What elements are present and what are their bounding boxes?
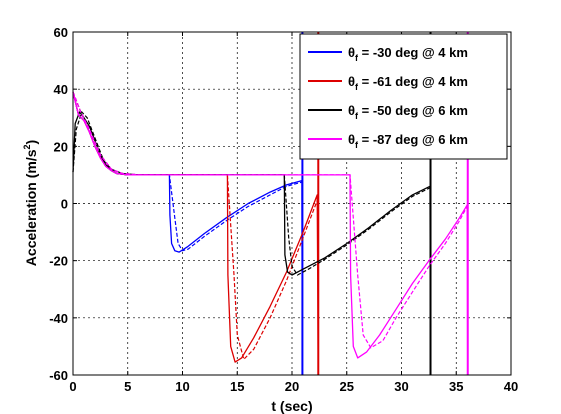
legend-entry-0: θf = -30 deg @ 4 km: [348, 45, 468, 63]
legend-entry-subscript: f: [355, 140, 359, 150]
x-tick-label: 35: [449, 379, 463, 394]
legend-entry-2: θf = -50 deg @ 6 km: [348, 103, 468, 121]
y-tick-label: -60: [49, 368, 68, 383]
series-3-dashed-line: [72, 91, 468, 349]
y-tick-label: 20: [54, 139, 68, 154]
x-tick-label: 15: [230, 379, 244, 394]
x-tick-label: 25: [340, 379, 354, 394]
legend-entry-symbol: θ: [348, 45, 355, 60]
x-tick-label: 40: [504, 379, 518, 394]
y-tick-label: 0: [61, 197, 68, 212]
series-0-dashed-line: [72, 91, 303, 252]
y-axis-label-main: Acceleration (m/s: [23, 149, 39, 266]
legend-entry-symbol: θ: [348, 74, 355, 89]
x-tick-label: 30: [394, 379, 408, 394]
y-tick-label: 60: [54, 25, 68, 40]
legend-entry-text: = -87 deg @ 6 km: [358, 132, 468, 147]
y-tick-label: 40: [54, 82, 68, 97]
x-axis-label: t (sec): [271, 398, 312, 414]
y-tick-label: -20: [49, 254, 68, 269]
y-tick-label: -40: [49, 311, 68, 326]
legend-entry-text: = -30 deg @ 4 km: [358, 45, 468, 60]
legend-entry-symbol: θ: [348, 103, 355, 118]
ticks: 0 5 10 15 20 25 30 35 40 -60 -40 -20 0 20 40 60: [49, 25, 518, 394]
legend-entry-subscript: f: [355, 111, 359, 121]
y-axis-label-sup: 2: [22, 144, 32, 149]
legend-entry-symbol: θ: [348, 132, 355, 147]
legend-entry-text: = -50 deg @ 6 km: [358, 103, 468, 118]
y-axis-label-end: ): [23, 140, 39, 145]
legend-entry-1: θf = -61 deg @ 4 km: [348, 74, 468, 92]
series-2-dashed-line: [72, 110, 431, 276]
x-tick-label: 10: [175, 379, 189, 394]
series-3-line: [72, 91, 469, 376]
x-tick-label: 5: [124, 379, 131, 394]
legend-entry-subscript: f: [355, 53, 359, 63]
legend-entry-text: = -61 deg @ 4 km: [358, 74, 468, 89]
x-tick-label: 20: [285, 379, 299, 394]
y-axis-label: Acceleration (m/s2): [22, 140, 39, 266]
x-tick-label: 0: [69, 379, 76, 394]
legend-entry-3: θf = -87 deg @ 6 km: [348, 132, 468, 150]
legend-entry-subscript: f: [355, 82, 359, 92]
